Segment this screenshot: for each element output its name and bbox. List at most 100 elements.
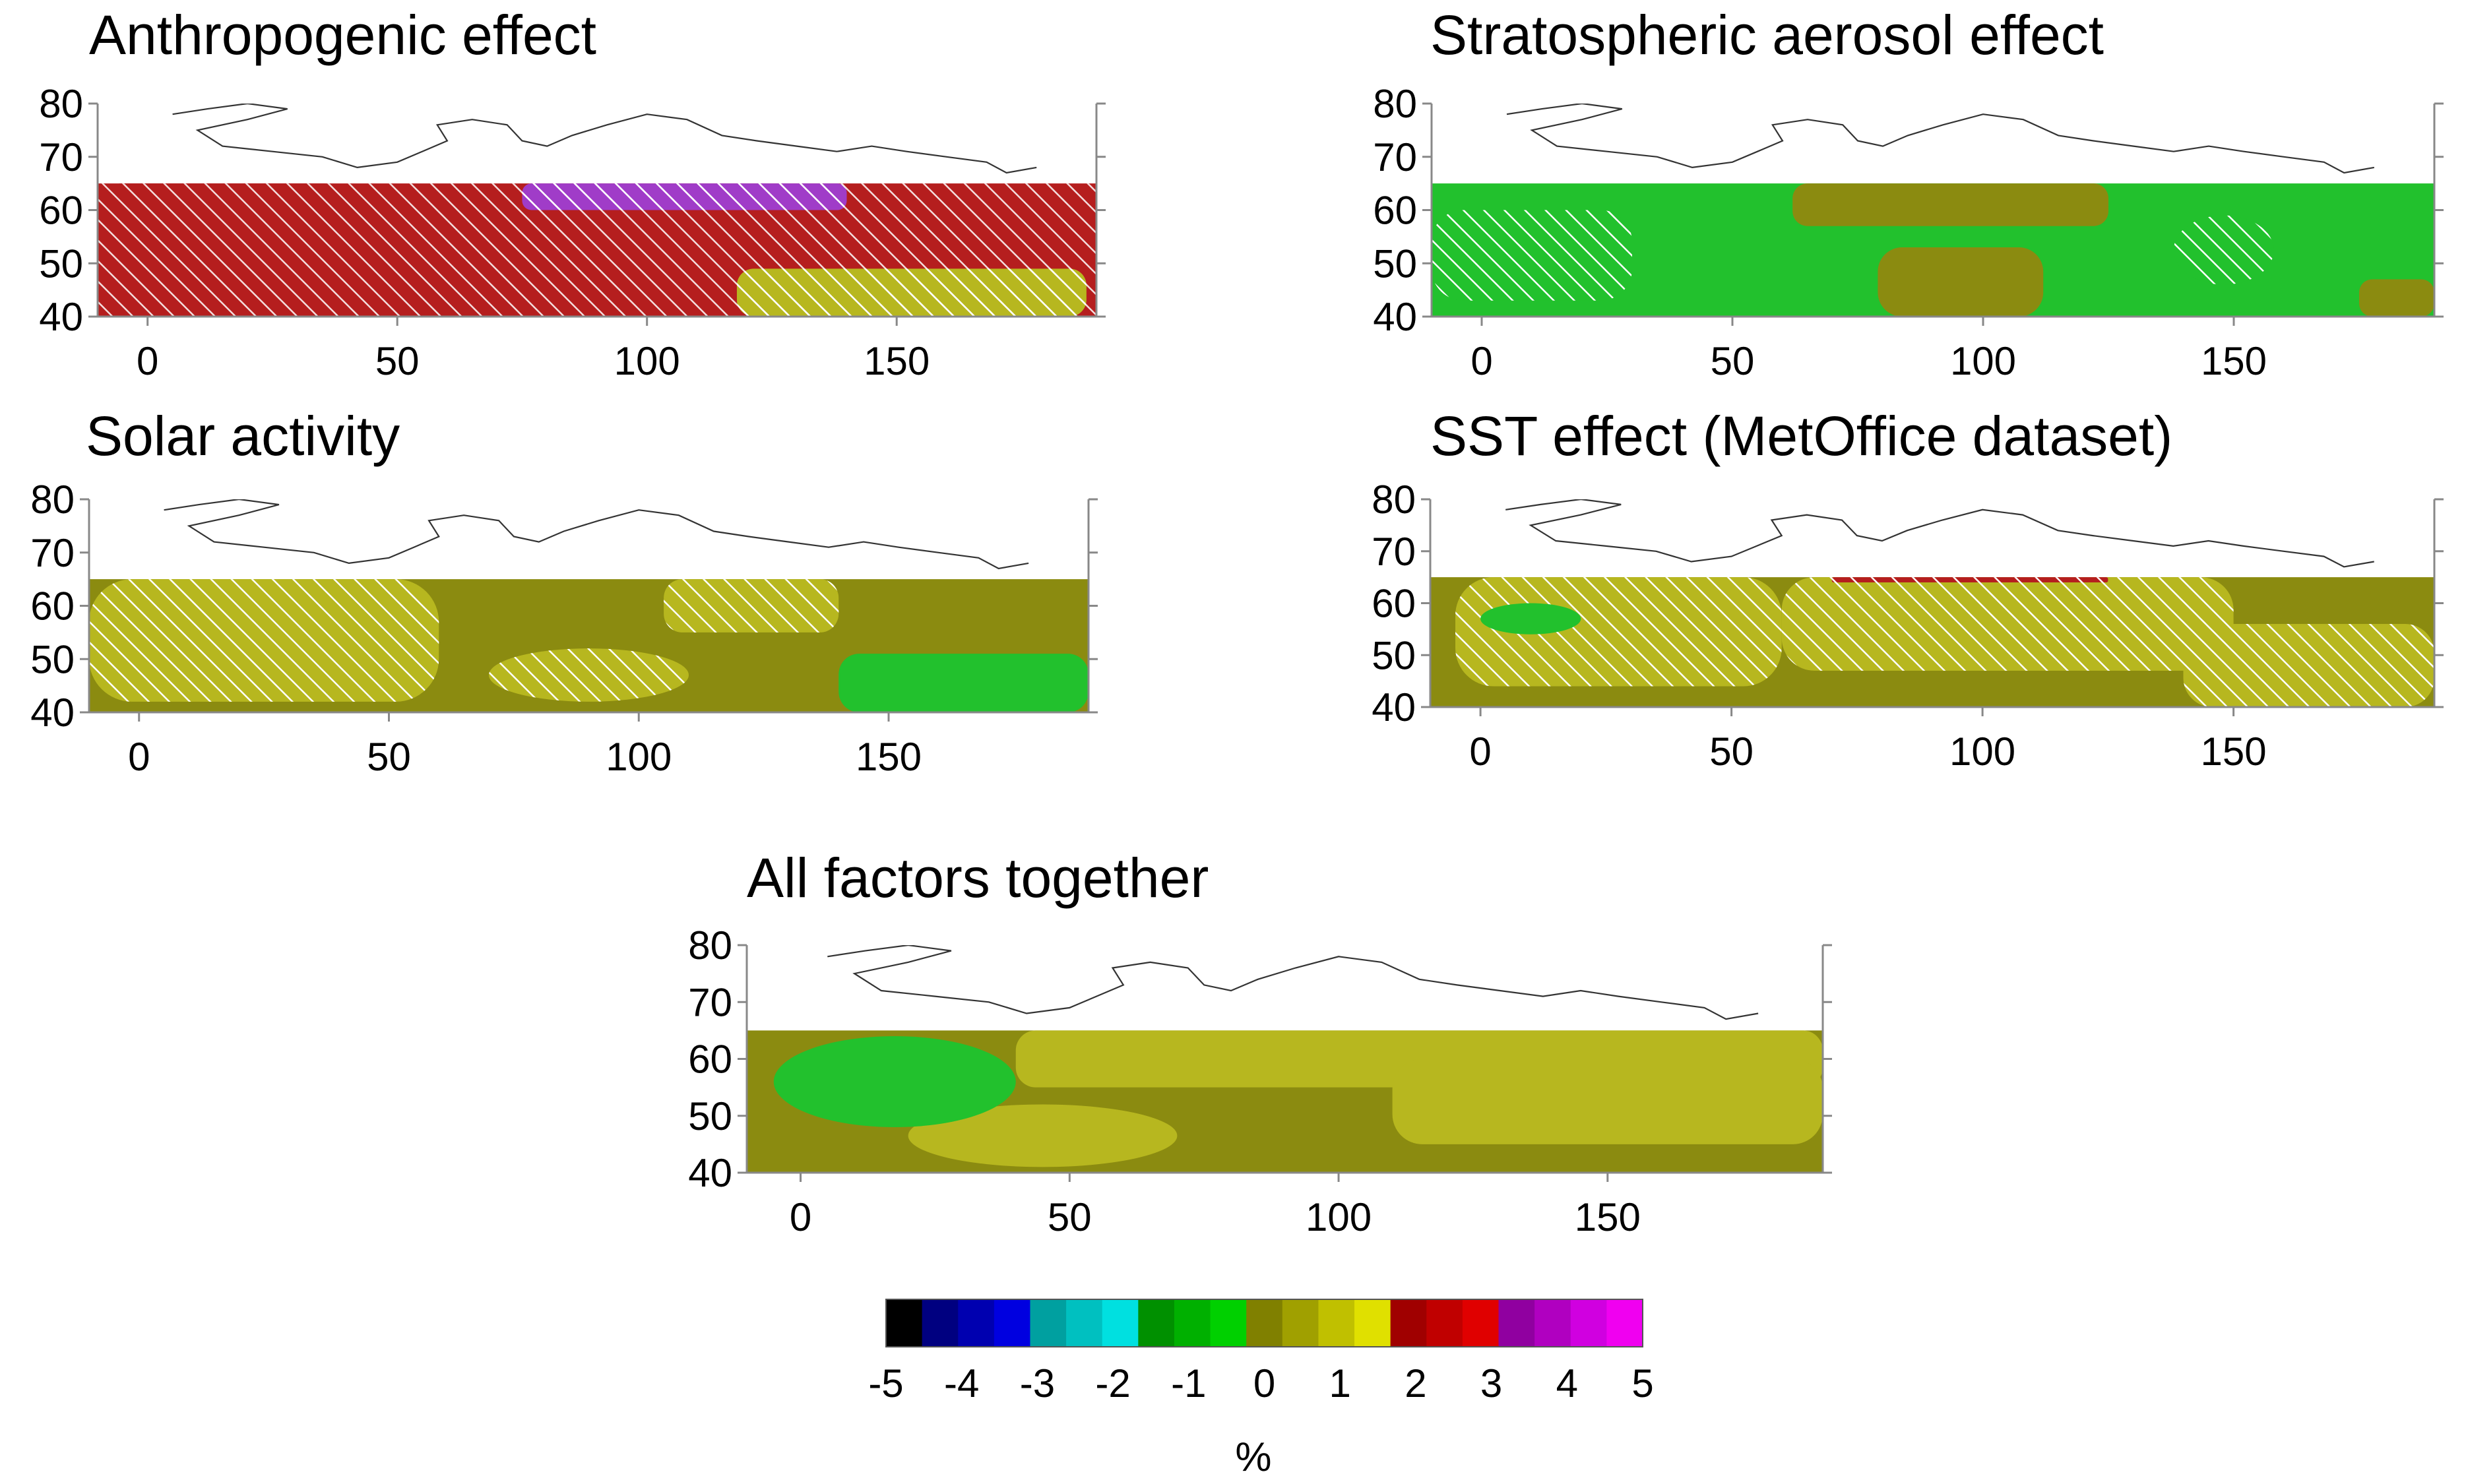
significance-hatch <box>89 579 439 702</box>
significance-hatch <box>489 648 689 702</box>
field-region <box>838 654 1089 712</box>
y-tick-label: 40 <box>688 1151 732 1195</box>
y-tick-label: 70 <box>30 531 75 575</box>
significance-hatch-domain <box>98 183 1096 317</box>
colorbar-swatch <box>1066 1299 1103 1347</box>
colorbar-swatch <box>1138 1299 1175 1347</box>
colorbar-swatch <box>886 1299 923 1347</box>
y-tick-label: 40 <box>39 295 83 339</box>
colorbar-swatch <box>1210 1299 1247 1347</box>
panel-title: Solar activity <box>86 405 400 467</box>
y-tick-label: 80 <box>688 923 732 968</box>
coastline <box>827 945 1759 1020</box>
y-tick-label: 50 <box>1373 241 1417 286</box>
colorbar-swatch <box>1606 1299 1643 1347</box>
y-tick-label: 50 <box>39 241 83 286</box>
x-tick-label: 100 <box>1949 729 2015 774</box>
x-tick-label: 150 <box>864 339 930 383</box>
y-tick-label: 50 <box>688 1094 732 1138</box>
significance-hatch <box>664 579 839 633</box>
colorbar-swatch <box>1570 1299 1607 1347</box>
colorbar-swatch <box>1282 1299 1319 1347</box>
colorbar-swatch <box>1426 1299 1463 1347</box>
colorbar-swatch <box>1498 1299 1535 1347</box>
coastline <box>1506 104 2374 174</box>
colorbar-swatch <box>1534 1299 1571 1347</box>
x-tick-label: 150 <box>2201 729 2267 774</box>
x-tick-label: 0 <box>128 735 150 779</box>
x-tick-label: 50 <box>367 735 411 779</box>
colorbar-tick-label: -4 <box>944 1361 979 1406</box>
y-tick-label: 40 <box>30 691 75 735</box>
panel-2: Stratospheric aerosol effect 40 50 60 70 80 0 5… <box>1373 4 2444 383</box>
colorbar-swatch <box>922 1299 959 1347</box>
colorbar-tick-label: 4 <box>1556 1361 1578 1406</box>
field-region <box>773 1036 1016 1127</box>
colorbar-tick-label: 1 <box>1329 1361 1351 1406</box>
y-tick-label: 50 <box>1372 633 1416 677</box>
x-tick-label: 100 <box>606 735 672 779</box>
y-tick-label: 80 <box>1372 478 1416 522</box>
coastline <box>172 104 1037 174</box>
significance-hatch <box>1831 577 2108 582</box>
colorbar-swatch <box>1102 1299 1139 1347</box>
colorbar-tick-label: -5 <box>868 1361 903 1406</box>
x-tick-label: 150 <box>2201 339 2267 383</box>
colorbar-swatch <box>1390 1299 1427 1347</box>
colorbar-swatch <box>1354 1299 1391 1347</box>
field-region <box>1392 1059 1823 1144</box>
colorbar-swatch <box>1030 1299 1067 1347</box>
y-tick-label: 70 <box>1373 135 1417 179</box>
colorbar-swatch <box>958 1299 995 1347</box>
colorbar-tick-label: -3 <box>1020 1361 1055 1406</box>
y-tick-label: 80 <box>30 478 75 522</box>
y-tick-label: 40 <box>1372 685 1416 729</box>
colorbar-swatch <box>1462 1299 1500 1347</box>
panel-title: Anthropogenic effect <box>89 4 596 66</box>
x-tick-label: 0 <box>1470 339 1492 383</box>
y-tick-label: 70 <box>39 135 83 179</box>
colorbar-swatch <box>1318 1299 1355 1347</box>
colorbar-tick-label: -2 <box>1095 1361 1130 1406</box>
colorbar-unit-label: % <box>1235 1435 1271 1480</box>
panel-3: Solar activity 40 50 60 70 80 0 50 100 150 <box>30 405 1098 779</box>
x-tick-label: 0 <box>790 1195 811 1239</box>
significance-hatch <box>1781 577 2234 671</box>
colorbar-tick-label: -1 <box>1171 1361 1206 1406</box>
y-tick-label: 70 <box>688 980 732 1024</box>
field-region <box>1792 183 2108 226</box>
x-tick-label: 50 <box>1048 1195 1092 1239</box>
y-tick-label: 60 <box>688 1037 732 1082</box>
colorbar-tick-label: 0 <box>1253 1361 1275 1406</box>
colorbar-tick-label: 2 <box>1405 1361 1426 1406</box>
colorbar-frame <box>885 1299 1643 1347</box>
x-tick-label: 50 <box>1709 729 1754 774</box>
y-tick-label: 70 <box>1372 530 1416 574</box>
field-region <box>908 1104 1178 1167</box>
panel-5: All factors together 40 50 60 70 80 0 50 100 150 <box>688 847 1832 1239</box>
panel-title: Stratospheric aerosol effect <box>1430 4 2104 66</box>
y-tick-label: 60 <box>39 189 83 233</box>
x-tick-label: 100 <box>1950 339 2016 383</box>
coastline <box>1505 499 2374 568</box>
significance-hatch <box>2183 624 2434 707</box>
y-tick-label: 50 <box>30 637 75 681</box>
y-tick-label: 40 <box>1373 295 1417 339</box>
x-tick-label: 50 <box>1711 339 1755 383</box>
panel-title: SST effect (MetOffice dataset) <box>1430 405 2172 467</box>
field-region <box>1878 247 2044 317</box>
x-tick-label: 0 <box>137 339 158 383</box>
significance-hatch <box>1432 210 1632 301</box>
colorbar-swatch <box>1174 1299 1211 1347</box>
colorbar-swatch <box>1246 1299 1283 1347</box>
y-tick-label: 80 <box>1373 82 1417 126</box>
field-region <box>1480 603 1581 634</box>
x-tick-label: 150 <box>1575 1195 1641 1239</box>
panel-4: SST effect (MetOffice dataset) 40 50 60 70 80… <box>1372 405 2444 774</box>
panel-1: Anthropogenic effect 40 50 60 70 80 0 50 100 150 <box>39 4 1106 383</box>
y-tick-label: 60 <box>1372 582 1416 626</box>
colorbar-tick-label: 5 <box>1631 1361 1653 1406</box>
colorbar-tick-label: 3 <box>1480 1361 1502 1406</box>
x-tick-label: 100 <box>1306 1195 1372 1239</box>
x-tick-label: 100 <box>614 339 680 383</box>
